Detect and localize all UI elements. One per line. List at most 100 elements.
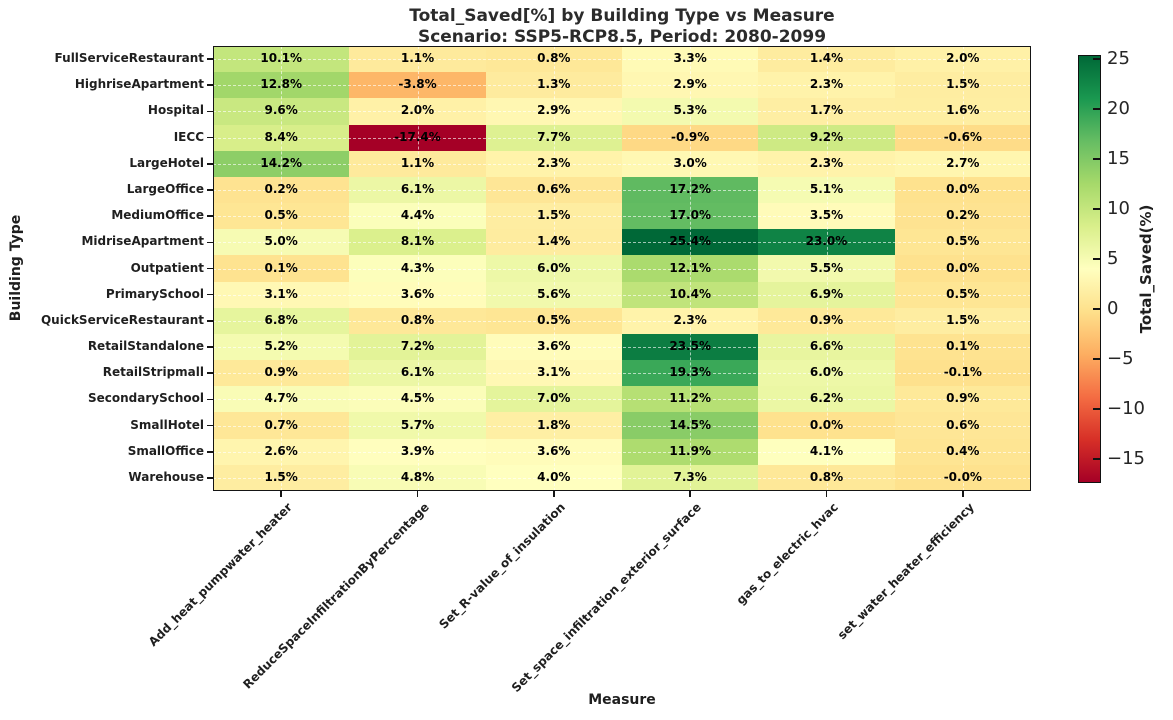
cell-value: 3.9% (400, 443, 435, 458)
cell-value: 23.0% (805, 234, 848, 249)
cell-value: 0.5% (537, 312, 571, 327)
cell-value: 0.2% (264, 181, 298, 196)
cell-value: 0.5% (946, 234, 980, 249)
cell-value: 2.3% (537, 155, 571, 170)
x-tick-label: set_water_heater_efficiency (834, 500, 977, 643)
cell-value: 4.3% (400, 260, 435, 275)
cell-value: 1.5% (946, 77, 980, 92)
cell-value: -0.0% (943, 469, 982, 484)
cell-value: 4.7% (264, 391, 298, 406)
cell-value: 0.2% (946, 208, 980, 223)
y-tick-label: RetailStripmall (102, 365, 204, 380)
cell-value: 0.9% (809, 312, 844, 327)
y-tick-mark (207, 320, 213, 322)
cell-value: 12.1% (669, 260, 711, 275)
gridline-horizontal (213, 451, 1031, 453)
cell-value: 23.5% (669, 339, 711, 354)
cell-value: 2.0% (400, 103, 435, 118)
x-tick-mark (553, 491, 555, 497)
y-tick-label: PrimarySchool (105, 286, 204, 301)
cell-value: 3.5% (809, 208, 844, 223)
cell-value: 0.9% (264, 365, 298, 380)
cell-value: 5.0% (264, 234, 298, 249)
gridline-vertical (962, 46, 964, 491)
y-tick-mark (207, 58, 213, 60)
y-axis-title: Building Type (8, 214, 24, 322)
gridline-horizontal (213, 425, 1031, 427)
cell-value: 9.2% (809, 129, 844, 144)
y-tick-label: MediumOffice (111, 208, 204, 223)
cell-value: 8.1% (400, 234, 435, 249)
cell-value: 14.2% (260, 155, 302, 170)
colorbar-tick-label: 20 (1107, 98, 1130, 119)
cell-value: 0.0% (946, 181, 980, 196)
colorbar-tick-mark (1093, 358, 1100, 360)
cell-value: 2.3% (809, 77, 844, 92)
x-tick-mark (689, 491, 691, 497)
colorbar-tick-mark (1093, 308, 1100, 310)
cell-value: 0.0% (809, 417, 844, 432)
cell-value: 10.1% (260, 51, 302, 66)
cell-value: 6.9% (809, 286, 844, 301)
gridline-horizontal (213, 59, 1031, 61)
y-tick-label: SmallOffice (127, 443, 204, 458)
gridline-vertical (553, 46, 555, 491)
y-tick-label: Hospital (147, 103, 204, 118)
colorbar-tick-mark (1093, 208, 1100, 210)
cell-value: 0.7% (264, 417, 298, 432)
cell-value: 0.8% (809, 469, 844, 484)
gridline-vertical (417, 46, 419, 491)
y-tick-mark (207, 84, 213, 87)
cell-value: 1.8% (537, 417, 571, 432)
cell-value: 0.1% (946, 339, 980, 354)
x-tick-mark (962, 491, 964, 497)
cell-value: 25.4% (669, 234, 711, 249)
cell-value: 0.6% (946, 417, 980, 432)
cell-value: 5.2% (264, 339, 298, 354)
y-tick-mark (207, 189, 213, 191)
y-tick-mark (207, 372, 213, 374)
cell-value: 2.0% (946, 51, 980, 66)
cell-value: 11.9% (669, 443, 711, 458)
cell-value: 6.0% (809, 365, 844, 380)
cell-value: 0.5% (264, 208, 298, 223)
colorbar-tick-mark (1093, 108, 1100, 110)
cell-value: 4.5% (400, 391, 435, 406)
y-tick-label: QuickServiceRestaurant (40, 312, 204, 327)
cell-value: 7.7% (537, 129, 571, 144)
cell-value: 4.8% (400, 469, 435, 484)
cell-value: 14.5% (669, 417, 711, 432)
cell-value: 3.6% (400, 286, 435, 301)
cell-value: 10.4% (669, 286, 711, 301)
cell-value: 5.3% (673, 103, 707, 118)
cell-value: 6.8% (264, 312, 298, 327)
cell-value: 7.0% (537, 391, 571, 406)
cell-value: 4.1% (809, 443, 844, 458)
colorbar-tick-mark (1093, 158, 1100, 160)
cell-value: 0.8% (537, 51, 571, 66)
gridline-horizontal (213, 189, 1031, 191)
cell-value: 4.0% (537, 469, 571, 484)
cell-value: 3.1% (537, 365, 571, 380)
cell-value: 7.3% (673, 469, 707, 484)
gridline-horizontal (213, 320, 1031, 322)
cell-value: 17.0% (669, 208, 711, 223)
cell-value: 7.2% (400, 339, 435, 354)
cell-value: 1.5% (537, 208, 571, 223)
colorbar (1078, 55, 1101, 483)
cell-value: 3.0% (673, 155, 707, 170)
x-tick-mark (416, 491, 419, 497)
y-tick-label: LargeOffice (126, 181, 204, 196)
y-tick-label: HighriseApartment (74, 77, 204, 92)
cell-value: 9.6% (264, 103, 298, 118)
cell-value: 1.4% (809, 51, 844, 66)
y-tick-mark (207, 110, 213, 113)
cell-value: -17.4% (394, 129, 441, 144)
gridline-horizontal (213, 268, 1031, 270)
x-axis-title: Measure (588, 692, 656, 708)
y-tick-label: RetailStandalone (87, 339, 204, 354)
colorbar-tick-mark (1093, 458, 1100, 460)
cell-value: 6.1% (400, 365, 435, 380)
cell-value: 0.1% (264, 260, 298, 275)
cell-value: 6.1% (400, 181, 435, 196)
